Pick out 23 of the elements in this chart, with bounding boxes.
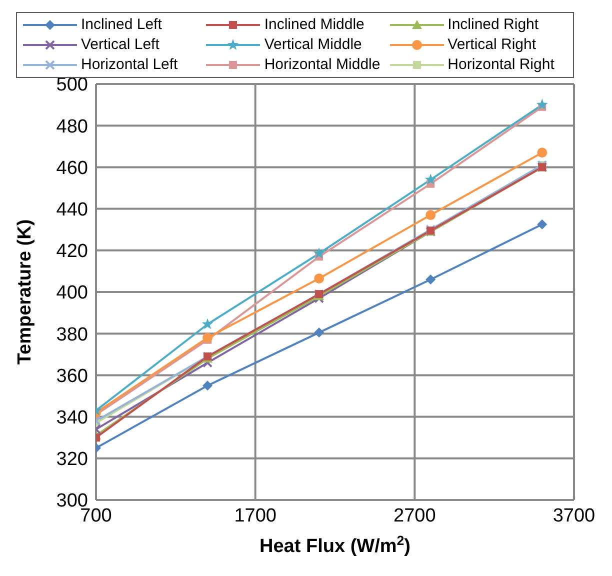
x-tick-label: 1700	[234, 505, 276, 526]
y-tick-label: 320	[56, 449, 88, 470]
legend-label: Inclined Right	[448, 15, 539, 35]
x-tick-label: 2700	[394, 505, 436, 526]
y-tick-label: 380	[56, 324, 88, 346]
legend-label: Horizontal Right	[448, 55, 554, 75]
y-tick-label: 440	[56, 200, 88, 221]
legend-label: Horizontal Middle	[264, 55, 380, 75]
x-tick-label: 3700	[552, 505, 596, 526]
y-tick-label: 340	[56, 408, 88, 429]
y-tick-label: 360	[56, 366, 88, 387]
legend-label: Horizontal Left	[81, 55, 178, 75]
y-tick-label: 400	[56, 282, 88, 304]
legend-label: Inclined Middle	[264, 15, 364, 35]
x-axis-title: Heat Flux (W/m$^{2}$)	[260, 532, 410, 557]
legend-label: Vertical Left	[81, 35, 160, 55]
legend-label: Inclined Left	[81, 15, 162, 35]
y-tick-label: 480	[56, 116, 88, 138]
legend-label: Vertical Middle	[264, 35, 362, 55]
y-tick-label: 420	[56, 241, 88, 262]
legend-label: Vertical Right	[448, 35, 536, 55]
y-axis-title: Temperature (K)	[14, 219, 36, 365]
y-tick-label: 460	[56, 158, 88, 179]
